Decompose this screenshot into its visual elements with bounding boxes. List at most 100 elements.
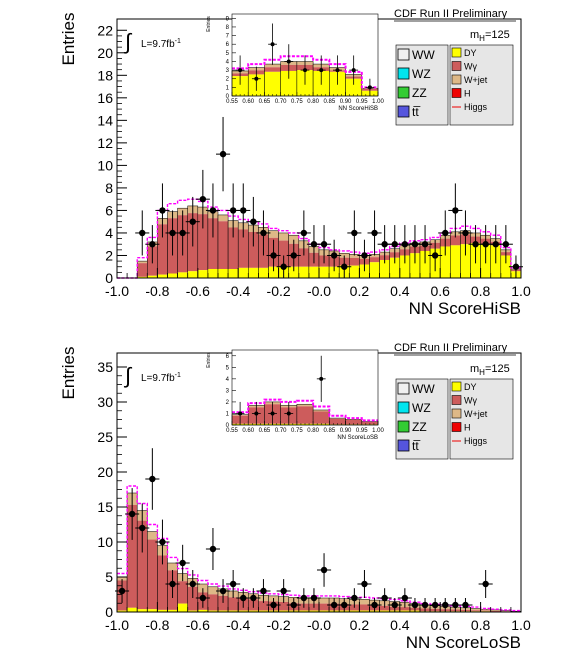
legend-swatch bbox=[397, 439, 410, 452]
legend-header: CDF Run II Preliminary bbox=[394, 342, 508, 354]
wgamma-bar bbox=[157, 224, 168, 275]
wgamma-bar bbox=[207, 218, 218, 269]
legend-swatch bbox=[451, 395, 462, 405]
wgamma-bar bbox=[399, 607, 410, 611]
legend-swatch bbox=[451, 61, 462, 71]
legend-label: H bbox=[464, 89, 471, 99]
data-point bbox=[189, 580, 196, 588]
data-point bbox=[238, 68, 243, 73]
dy-bar bbox=[187, 610, 198, 612]
dy-bar bbox=[258, 610, 269, 612]
wgamma-bar bbox=[359, 604, 370, 611]
data-point bbox=[128, 510, 136, 518]
legend-label: tt̅ bbox=[412, 439, 421, 453]
y-tick-label: 5 bbox=[226, 365, 230, 371]
lumi-label-main: L=9.7fb bbox=[141, 373, 175, 384]
legend-swatch bbox=[397, 401, 410, 414]
legend-label: W+jet bbox=[464, 75, 488, 85]
legend-label: WZ bbox=[412, 67, 431, 81]
data-point bbox=[118, 587, 126, 595]
data-point bbox=[310, 594, 318, 602]
legend-label: Wγ bbox=[464, 396, 477, 406]
data-point bbox=[290, 252, 297, 259]
dy-bar bbox=[298, 266, 309, 278]
wjet-bar bbox=[313, 410, 330, 412]
x-tick-label: -0.4 bbox=[226, 283, 250, 299]
dy-bar bbox=[207, 610, 218, 612]
wgamma-bar bbox=[470, 610, 481, 612]
wgamma-bar bbox=[258, 601, 269, 611]
legend-label: WW bbox=[412, 382, 435, 396]
y-tick-label: 4 bbox=[105, 225, 113, 241]
dy-bar bbox=[349, 265, 360, 278]
wgamma-bar bbox=[296, 406, 314, 424]
data-point bbox=[401, 241, 409, 248]
legend-swatch bbox=[451, 408, 462, 419]
data-point bbox=[189, 218, 196, 225]
x-tick-label: 0.90 bbox=[340, 428, 352, 434]
legend-swatch bbox=[451, 422, 462, 432]
x-tick-label: 1.00 bbox=[372, 99, 384, 105]
inset-y-title: Entries bbox=[206, 16, 212, 32]
legend-label: ZZ bbox=[412, 420, 427, 434]
dy-bar bbox=[238, 267, 249, 278]
data-point bbox=[320, 566, 328, 574]
wgamma-bar bbox=[187, 586, 198, 611]
y-tick-label: 5 bbox=[105, 569, 113, 585]
x-tick-label: 0.6 bbox=[430, 617, 450, 633]
data-point bbox=[300, 594, 308, 602]
x-tick-label: 0.95 bbox=[356, 428, 368, 434]
dy-bar bbox=[177, 603, 188, 612]
dy-bar bbox=[389, 257, 400, 278]
legend-label: Higgs bbox=[464, 102, 488, 112]
y-tick-label: 4 bbox=[226, 377, 230, 383]
x-tick-label: 0.6 bbox=[430, 283, 450, 299]
legend-label: DY bbox=[464, 382, 477, 392]
y-tick-label: 3 bbox=[226, 388, 230, 394]
mass-label-val: =125 bbox=[485, 29, 510, 41]
wgamma-bar bbox=[369, 257, 380, 263]
integral-symbol: ∫ bbox=[123, 363, 133, 388]
data-point bbox=[482, 241, 489, 248]
y-tick-label: 0 bbox=[105, 604, 113, 620]
wgamma-bar bbox=[238, 229, 249, 268]
x-tick-label: 0.60 bbox=[242, 428, 254, 434]
data-point bbox=[351, 594, 358, 602]
x-tick-label: 0.4 bbox=[390, 617, 410, 633]
mass-label: mH=125 bbox=[470, 29, 510, 43]
stacked-histogram bbox=[136, 205, 522, 279]
data-point bbox=[238, 411, 243, 416]
y-tick-label: 6 bbox=[226, 42, 230, 48]
data-point bbox=[351, 229, 358, 237]
data-point bbox=[300, 229, 308, 237]
x-tick-label: -0.0 bbox=[307, 617, 331, 633]
wjet-bar bbox=[264, 64, 281, 68]
data-point bbox=[199, 594, 207, 602]
y-tick-label: 2 bbox=[226, 400, 230, 406]
data-point bbox=[462, 601, 469, 609]
data-point bbox=[401, 594, 409, 602]
x-tick-label: 0.60 bbox=[242, 99, 254, 105]
dy-bar bbox=[278, 610, 289, 612]
data-point bbox=[280, 587, 287, 595]
data-point bbox=[254, 411, 259, 416]
dy-bar bbox=[308, 610, 319, 612]
wgamma-bar bbox=[207, 594, 218, 611]
data-point bbox=[452, 601, 459, 609]
wgamma-bar bbox=[480, 610, 491, 612]
wjet-bar bbox=[268, 230, 279, 238]
dy-bar bbox=[258, 267, 269, 278]
higgs-line bbox=[117, 198, 521, 279]
wgamma-bar bbox=[147, 539, 158, 610]
lumi-label: L=9.7fb-1 bbox=[141, 372, 181, 384]
inset-y-title: Entries bbox=[206, 352, 212, 368]
stacked-histogram bbox=[116, 492, 522, 613]
chart-panel-hisb: -1.0 -0.8 -0.6 -0.4 -0.2 -0.0 0.2 0.4 0.6 0.8 1.00… bbox=[59, 8, 531, 318]
wjet-bar bbox=[490, 609, 501, 611]
data-point bbox=[240, 207, 247, 214]
x-tick-label: 0.8 bbox=[471, 617, 491, 633]
data-point bbox=[179, 229, 186, 237]
x-tick-label: 0.55 bbox=[226, 428, 238, 434]
dy-bar bbox=[137, 276, 148, 278]
